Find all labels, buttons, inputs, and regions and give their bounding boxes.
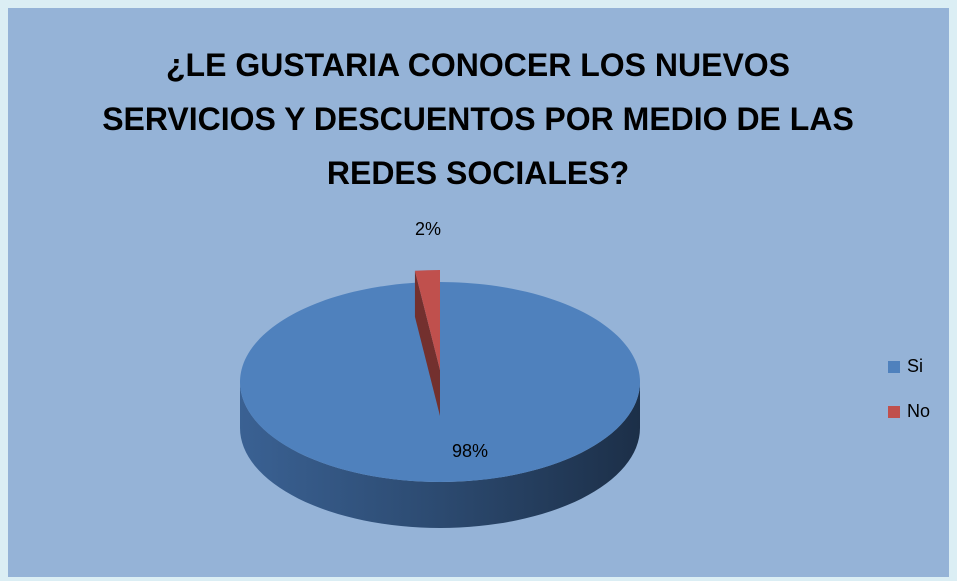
legend-swatch — [888, 406, 900, 418]
pie-slice — [414, 270, 440, 370]
pie-slice-side — [240, 382, 640, 528]
chart-title: ¿LE GUSTARIA CONOCER LOS NUEVOS SERVICIO… — [102, 47, 854, 191]
data-label: 2% — [415, 219, 441, 239]
pie-slice-side — [414, 270, 440, 416]
pie-slice — [240, 282, 641, 483]
legend-label: Si — [907, 356, 923, 376]
data-label: 98% — [452, 441, 488, 461]
legend-label: No — [907, 401, 930, 421]
legend-swatch — [888, 361, 900, 373]
